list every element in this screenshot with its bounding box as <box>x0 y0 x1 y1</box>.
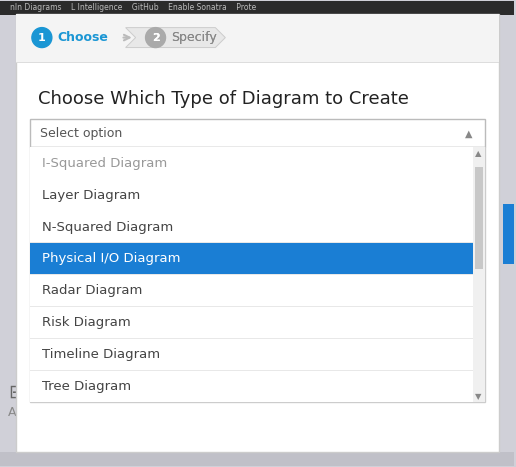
Text: 2: 2 <box>152 33 159 42</box>
Text: ▲: ▲ <box>465 128 472 138</box>
Text: Specify: Specify <box>171 31 217 44</box>
Bar <box>30 306 473 307</box>
Text: ⊞: ⊞ <box>8 383 24 402</box>
Text: Timeline Diagram: Timeline Diagram <box>42 348 160 361</box>
Bar <box>503 204 514 264</box>
Bar <box>30 371 473 403</box>
Bar <box>30 211 473 243</box>
Text: 1: 1 <box>38 33 46 42</box>
Bar <box>30 307 473 339</box>
Text: Specify: Specify <box>171 31 217 44</box>
Text: Select option: Select option <box>40 127 122 140</box>
Text: Physical I/O Diagram: Physical I/O Diagram <box>42 253 181 265</box>
Bar <box>30 147 485 403</box>
Text: ▲: ▲ <box>475 149 482 158</box>
Bar <box>30 120 485 147</box>
Bar <box>30 179 473 211</box>
Bar <box>473 147 485 403</box>
Text: nln Diagrams    L Intelligence    GitHub    Enable Sonatra    Prote: nln Diagrams L Intelligence GitHub Enabl… <box>10 3 256 12</box>
Text: N-Squared Diagram: N-Squared Diagram <box>42 220 173 234</box>
Bar <box>30 338 473 339</box>
Bar <box>475 167 482 269</box>
Bar <box>30 242 473 243</box>
Text: Risk Diagram: Risk Diagram <box>42 316 131 329</box>
Bar <box>30 370 473 371</box>
Text: Tree Diagram: Tree Diagram <box>42 380 131 393</box>
Bar <box>30 147 473 179</box>
Bar <box>30 275 473 307</box>
Text: A: A <box>8 406 17 419</box>
Text: Choose: Choose <box>58 31 109 44</box>
Bar <box>16 14 498 62</box>
Text: Radar Diagram: Radar Diagram <box>42 284 142 297</box>
Text: Choose Which Type of Diagram to Create: Choose Which Type of Diagram to Create <box>38 91 409 108</box>
Circle shape <box>32 28 52 48</box>
Text: 2: 2 <box>152 33 159 42</box>
Bar <box>0 453 514 467</box>
Bar <box>30 339 473 371</box>
Bar <box>30 243 473 275</box>
Polygon shape <box>125 28 225 48</box>
Text: Layer Diagram: Layer Diagram <box>42 189 140 202</box>
Bar <box>16 62 498 63</box>
Bar <box>0 0 514 14</box>
Circle shape <box>146 28 166 48</box>
Text: I-Squared Diagram: I-Squared Diagram <box>42 157 167 170</box>
Text: ▼: ▼ <box>475 392 482 401</box>
